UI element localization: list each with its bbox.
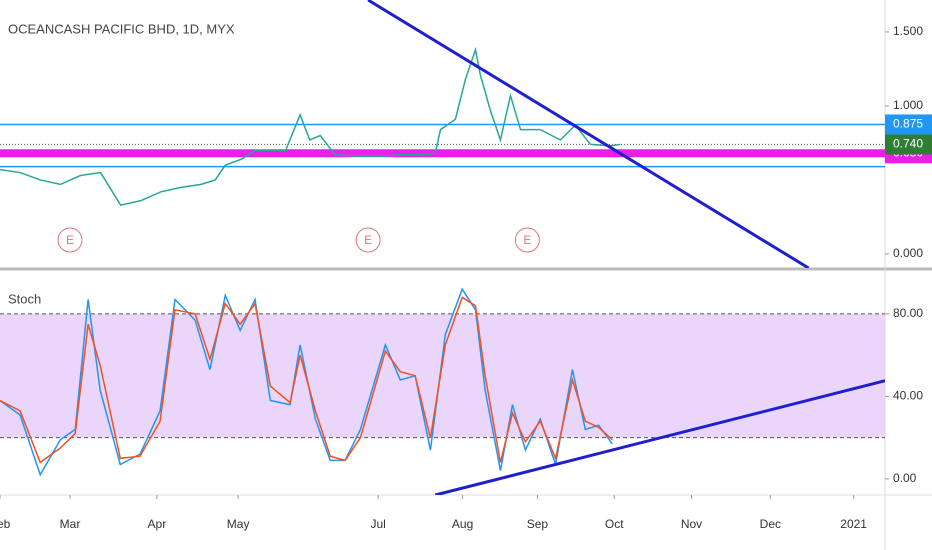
pane <box>0 0 885 268</box>
x-tick-label: Feb <box>0 517 11 531</box>
x-tick-label: May <box>227 517 250 531</box>
earnings-label: E <box>523 233 531 247</box>
x-tick-label: Sep <box>527 517 549 531</box>
earnings-label: E <box>364 233 372 247</box>
pane <box>0 287 885 495</box>
trend-line <box>367 0 810 268</box>
pane-title: Stoch <box>8 291 41 306</box>
x-tick-label: Nov <box>681 517 702 531</box>
x-tick-label: Mar <box>60 517 81 531</box>
trend-line <box>434 379 885 495</box>
level-label: 0.875 <box>893 117 923 131</box>
earnings-label: E <box>66 233 74 247</box>
pane-title: OCEANCASH PACIFIC BHD, 1D, MYX <box>8 21 235 36</box>
y-tick-label: 1.000 <box>893 98 923 112</box>
band <box>0 313 885 438</box>
x-tick-label: Dec <box>760 517 781 531</box>
y-tick-label: 0.000 <box>893 246 923 260</box>
y-tick-label: 1.500 <box>893 24 923 38</box>
x-tick-label: Aug <box>452 517 473 531</box>
level-badge <box>885 114 932 135</box>
y-tick-label: 0.00 <box>893 471 917 485</box>
earnings-marker <box>514 227 540 253</box>
series-line <box>0 46 621 206</box>
x-tick-label: 2021 <box>840 517 867 531</box>
x-tick-label: Apr <box>148 517 167 531</box>
y-tick-label: 40.00 <box>893 389 923 403</box>
last-price-label: 0.740 <box>893 137 923 151</box>
y-tick-label: 80.00 <box>893 306 923 320</box>
x-tick-label: Jul <box>370 517 385 531</box>
earnings-marker <box>57 227 83 253</box>
earnings-marker <box>355 227 381 253</box>
series-line <box>0 296 613 464</box>
last-price-badge <box>885 134 932 155</box>
x-tick-label: Oct <box>605 517 624 531</box>
